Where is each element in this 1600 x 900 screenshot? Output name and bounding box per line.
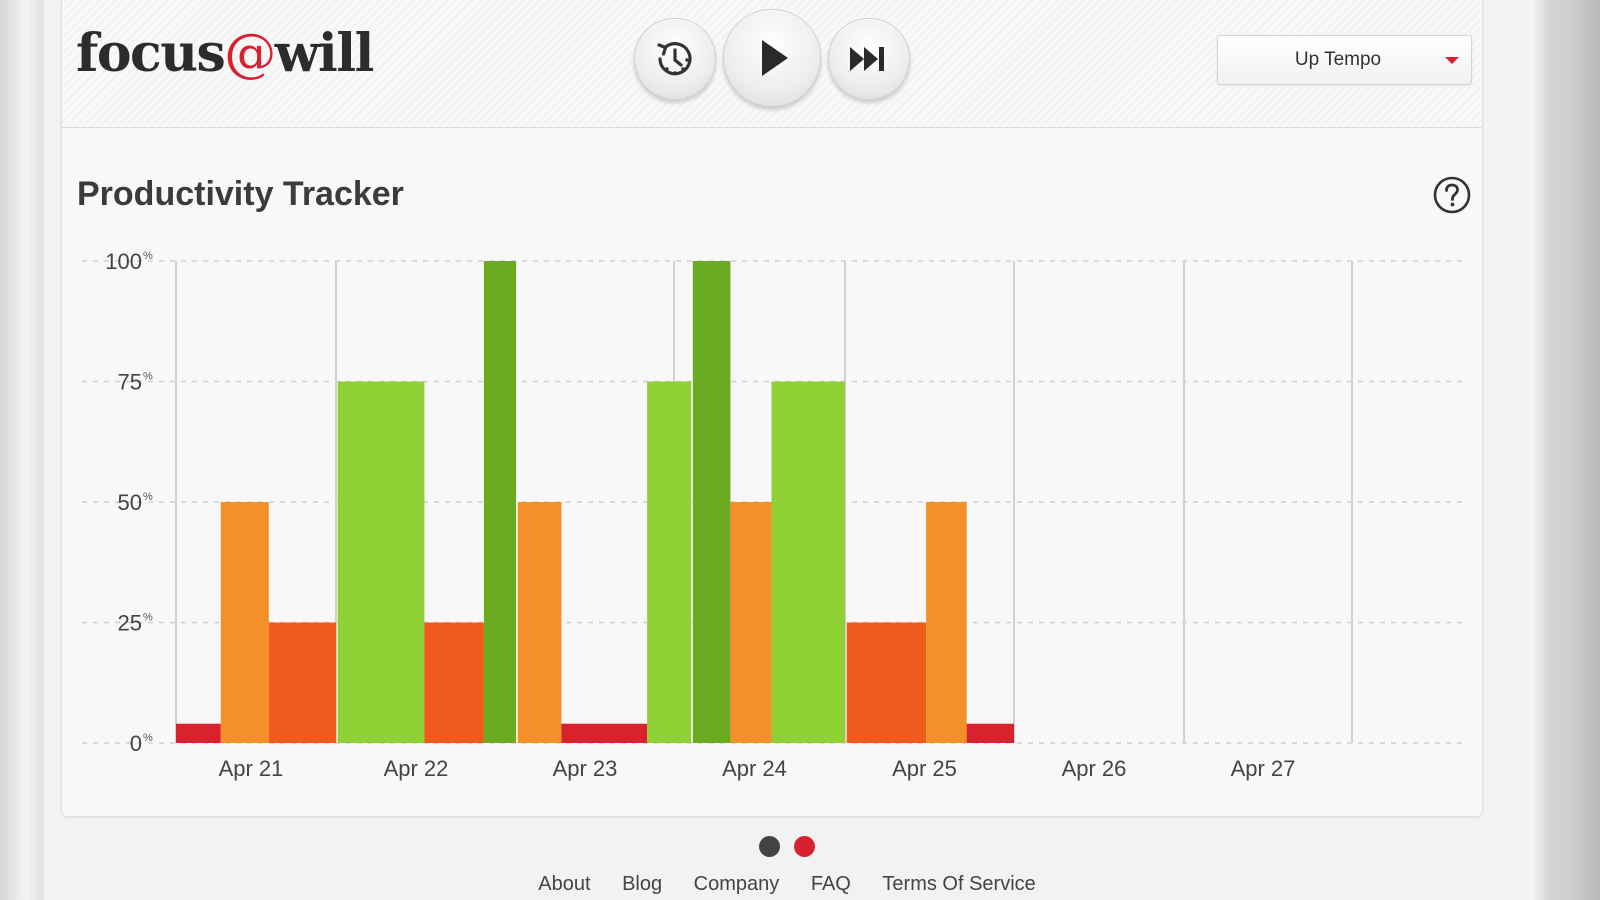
player-card: focus@will — [61, 0, 1483, 817]
y-tick-label-25: 25 — [118, 611, 142, 636]
focusatwill-logo[interactable]: focus@will — [76, 23, 375, 84]
footer-link-blog[interactable]: Blog — [622, 873, 663, 895]
y-tick-label-0: 0 — [130, 731, 142, 756]
timer-button[interactable] — [634, 18, 716, 100]
footer-nav: About Blog Company FAQ Terms Of Service — [44, 873, 1530, 896]
productivity-chart: 100 %75 %50 %25 %0 %Apr 21 Apr 22 Apr 23 Apr 24 A… — [82, 249, 1467, 781]
footer-link-company[interactable]: Company — [693, 873, 780, 895]
logo-text-focus: focus — [76, 23, 226, 84]
bar-session-11 — [730, 502, 772, 743]
productivity-tracker-title: Productivity Tracker — [77, 175, 404, 213]
y-tick-label-75: 75 — [118, 370, 142, 395]
skip-button[interactable] — [828, 18, 910, 100]
x-tick-label-4: Apr 24 — [722, 756, 787, 781]
play-button[interactable] — [723, 9, 821, 107]
right-background-edge — [1530, 0, 1600, 900]
bar-session-10 — [692, 261, 731, 743]
bar-session-14 — [926, 502, 967, 743]
channel-select[interactable]: Up Tempo — [1217, 35, 1472, 85]
help-circle-icon[interactable] — [1432, 175, 1472, 220]
skip-forward-icon — [850, 47, 884, 71]
logo-text-will: will — [274, 23, 375, 84]
pager-dot-1[interactable] — [758, 836, 780, 857]
timer-icon — [657, 42, 692, 76]
pager-dot-2[interactable] — [794, 836, 816, 857]
player-header: focus@will — [62, 0, 1482, 128]
channel-select-value: Up Tempo — [1294, 49, 1382, 70]
bar-session-5 — [424, 622, 484, 743]
x-tick-label-3: Apr 23 — [553, 756, 618, 781]
bar-session-8 — [561, 723, 648, 743]
pager-dots — [44, 836, 1530, 858]
bar-session-9 — [647, 381, 692, 743]
bar-session-3 — [268, 622, 336, 743]
logo-at-sign: @ — [224, 24, 276, 84]
y-tick-unit-25: % — [143, 612, 153, 624]
footer-link-terms[interactable]: Terms Of Service — [882, 873, 1036, 895]
play-icon — [762, 40, 788, 76]
y-tick-unit-50: % — [143, 491, 153, 503]
y-tick-unit-75: % — [143, 371, 153, 383]
bar-session-7 — [517, 502, 562, 743]
x-tick-label-6: Apr 26 — [1062, 756, 1127, 781]
bar-session-15 — [966, 723, 1014, 743]
x-tick-label-5: Apr 25 — [892, 756, 957, 781]
bar-session-4 — [337, 381, 425, 743]
app-page: focus@will — [44, 0, 1530, 900]
bar-session-12 — [771, 381, 845, 743]
x-tick-label-1: Apr 21 — [219, 756, 284, 781]
y-tick-unit-100: % — [143, 250, 153, 262]
y-tick-label-50: 50 — [118, 490, 142, 515]
caret-down-icon — [1445, 57, 1459, 64]
y-tick-label-100: 100 — [105, 249, 142, 274]
bar-session-2 — [220, 502, 269, 743]
footer-link-about[interactable]: About — [538, 873, 591, 895]
footer-link-faq[interactable]: FAQ — [810, 873, 851, 895]
bar-session-13 — [846, 622, 927, 743]
x-tick-label-7: Apr 27 — [1231, 756, 1296, 781]
y-tick-unit-0: % — [143, 732, 153, 744]
left-background-edge — [0, 0, 44, 900]
bar-session-6 — [483, 261, 517, 743]
x-tick-label-2: Apr 22 — [384, 756, 449, 781]
bar-session-1 — [176, 723, 221, 743]
